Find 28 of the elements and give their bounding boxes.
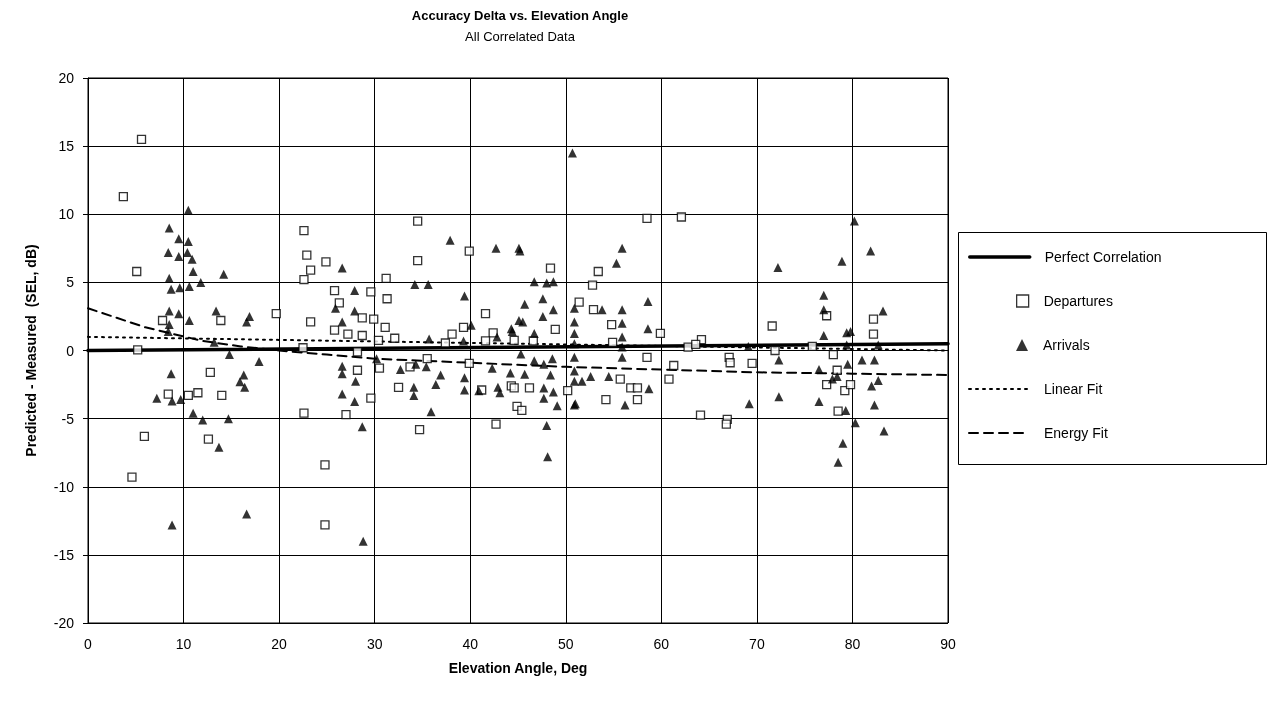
legend-label: Energy Fit bbox=[1044, 425, 1108, 441]
legend-label: Perfect Correlation bbox=[1044, 249, 1162, 265]
x-tick-label: 20 bbox=[271, 636, 288, 652]
legend-label: Arrivals bbox=[1043, 337, 1090, 353]
x-tick-label: 80 bbox=[844, 636, 861, 652]
x-tick-label: 50 bbox=[557, 636, 574, 652]
y-tick-label: 0 bbox=[66, 342, 75, 359]
x-tick-label: 90 bbox=[940, 636, 956, 652]
x-tick-label: 30 bbox=[366, 636, 383, 652]
y-tick-label: -5 bbox=[61, 410, 75, 427]
y-tick-label: -20 bbox=[53, 615, 75, 631]
legend-label: Linear Fit bbox=[1044, 381, 1103, 397]
x-tick-label: 60 bbox=[653, 636, 670, 652]
y-tick-label: 10 bbox=[58, 206, 75, 223]
x-axis-title: Elevation Angle, Deg bbox=[448, 660, 588, 676]
y-tick-label: 5 bbox=[66, 274, 75, 291]
chart-title: Accuracy Delta vs. Elevation Angle bbox=[411, 8, 629, 23]
y-tick-label: 15 bbox=[58, 138, 75, 155]
chart-subtitle: All Correlated Data bbox=[465, 29, 576, 44]
y-tick-label: 20 bbox=[58, 70, 75, 86]
x-tick-label: 40 bbox=[462, 636, 479, 652]
x-tick-label: 70 bbox=[749, 636, 765, 652]
y-axis-title: Predicted - Measured (SEL, dB) bbox=[23, 244, 39, 457]
y-tick-label: -10 bbox=[53, 478, 75, 495]
legend-label: Departures bbox=[1043, 293, 1113, 309]
x-tick-label: 0 bbox=[84, 636, 93, 652]
x-tick-label: 10 bbox=[175, 636, 192, 652]
y-tick-label: -15 bbox=[53, 546, 75, 563]
